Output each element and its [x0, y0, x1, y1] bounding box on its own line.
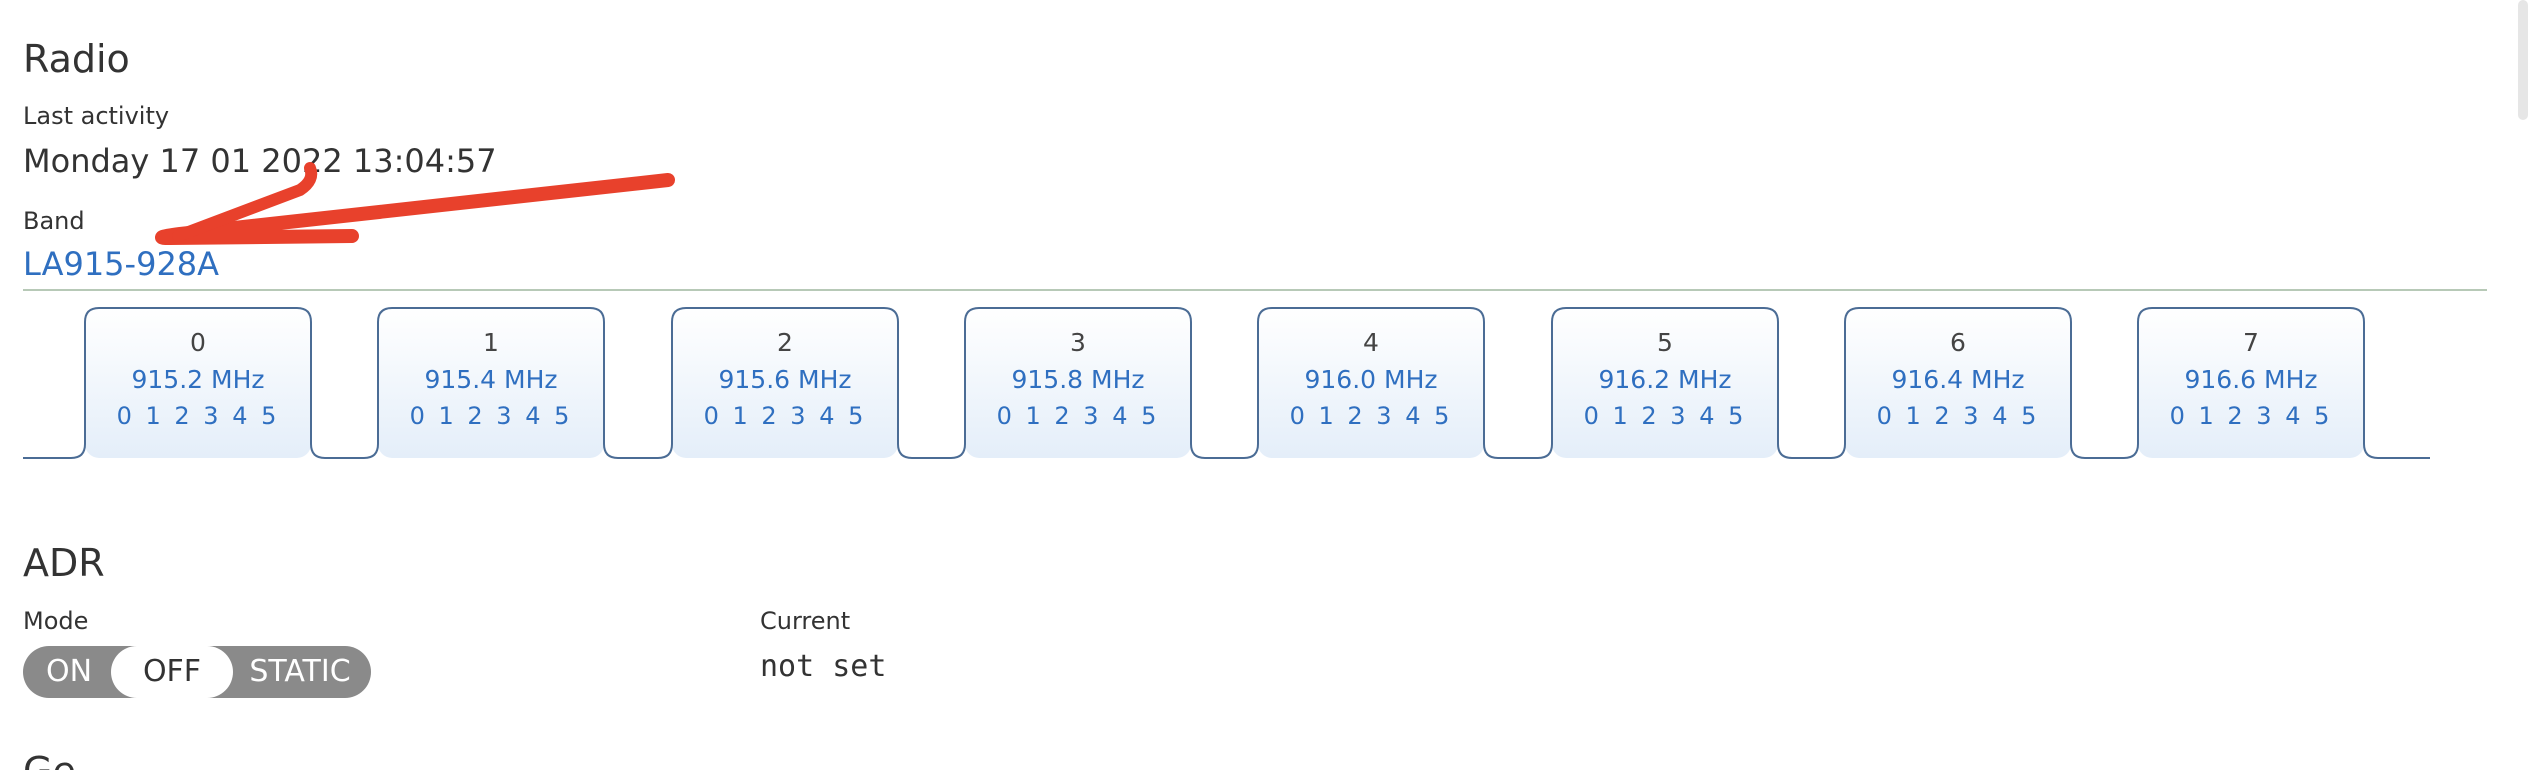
channel-frequency: 916.4 MHz — [1891, 365, 2025, 394]
channel-tab-background — [1552, 308, 1778, 458]
channel-index: 3 — [1070, 328, 1086, 357]
adr-mode-label: Mode — [23, 607, 89, 635]
channel-strip-outline — [23, 307, 2430, 459]
channel-data-rates: 0 1 2 3 4 5 — [996, 402, 1160, 430]
channel-frequency: 916.6 MHz — [2184, 365, 2318, 394]
last-activity-value: Monday 17 01 2022 13:04:57 — [23, 142, 497, 180]
channel-tab-background — [2138, 308, 2364, 458]
channel-data-rates: 0 1 2 3 4 5 — [1876, 402, 2040, 430]
channel-tab-background — [1258, 308, 1484, 458]
channel-index: 5 — [1657, 328, 1673, 357]
channel-tab-0[interactable]: 0 915.2 MHz 0 1 2 3 4 5 — [85, 310, 311, 456]
channel-tab-background — [672, 308, 898, 458]
channel-frequency: 916.0 MHz — [1304, 365, 1438, 394]
last-activity-label: Last activity — [23, 102, 170, 130]
channel-tab-7[interactable]: 7 916.6 MHz 0 1 2 3 4 5 — [2138, 310, 2364, 456]
channel-frequency: 916.2 MHz — [1598, 365, 1732, 394]
radio-section-title: Radio — [23, 37, 130, 81]
channel-data-rates: 0 1 2 3 4 5 — [116, 402, 280, 430]
channel-tab-background — [378, 308, 604, 458]
adr-mode-off[interactable]: OFF — [111, 646, 233, 698]
channel-frequency: 915.4 MHz — [424, 365, 558, 394]
adr-mode-on[interactable]: ON — [45, 654, 93, 689]
channel-frequency: 915.6 MHz — [718, 365, 852, 394]
channel-data-rates: 0 1 2 3 4 5 — [409, 402, 573, 430]
channel-tab-3[interactable]: 3 915.8 MHz 0 1 2 3 4 5 — [965, 310, 1191, 456]
adr-current-label: Current — [760, 607, 851, 635]
channel-tab-1[interactable]: 1 915.4 MHz 0 1 2 3 4 5 — [378, 310, 604, 456]
band-divider — [23, 289, 2487, 291]
adr-mode-static[interactable]: STATIC — [249, 654, 351, 689]
channel-index: 0 — [190, 328, 206, 357]
channel-tab-background — [85, 308, 311, 458]
channel-index: 7 — [2243, 328, 2259, 357]
band-link[interactable]: LA915-928A — [23, 245, 220, 283]
channel-tab-background — [965, 308, 1191, 458]
adr-current-value: not set — [760, 649, 887, 684]
channel-index: 2 — [777, 328, 793, 357]
band-label: Band — [23, 207, 85, 235]
channel-frequency: 915.2 MHz — [131, 365, 265, 394]
channel-index: 1 — [483, 328, 499, 357]
channel-frequency: 915.8 MHz — [1011, 365, 1145, 394]
channel-data-rates: 0 1 2 3 4 5 — [1583, 402, 1747, 430]
channel-data-rates: 0 1 2 3 4 5 — [2169, 402, 2333, 430]
channel-tab-background — [1845, 308, 2071, 458]
adr-mode-toggle: ON OFF STATIC — [23, 646, 371, 698]
channel-data-rates: 0 1 2 3 4 5 — [1289, 402, 1453, 430]
channel-index: 6 — [1950, 328, 1966, 357]
channel-data-rates: 0 1 2 3 4 5 — [703, 402, 867, 430]
channel-tab-4[interactable]: 4 916.0 MHz 0 1 2 3 4 5 — [1258, 310, 1484, 456]
scrollbar[interactable] — [2518, 0, 2528, 120]
adr-section-title: ADR — [23, 541, 105, 585]
channel-tab-2[interactable]: 2 915.6 MHz 0 1 2 3 4 5 — [672, 310, 898, 456]
next-section-title: Ge — [23, 752, 76, 770]
channel-tab-5[interactable]: 5 916.2 MHz 0 1 2 3 4 5 — [1552, 310, 1778, 456]
channel-index: 4 — [1363, 328, 1379, 357]
channel-tab-6[interactable]: 6 916.4 MHz 0 1 2 3 4 5 — [1845, 310, 2071, 456]
